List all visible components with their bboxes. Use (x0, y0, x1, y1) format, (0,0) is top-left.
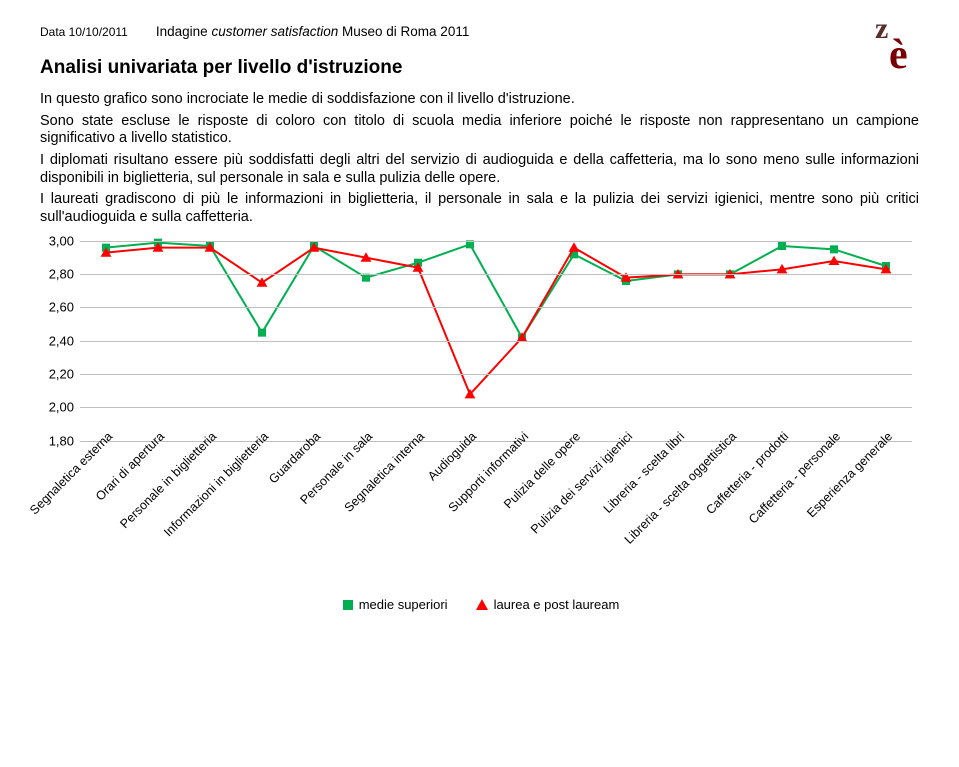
chart-ytick: 2,20 (36, 367, 74, 382)
ze-logo: z è (865, 12, 925, 76)
chart-ytick: 1,80 (36, 433, 74, 448)
chart-ytick: 2,80 (36, 267, 74, 282)
legend-label: laurea e post lauream (494, 597, 620, 612)
legend-item: medie superiori (343, 597, 448, 612)
date-label: Data 10/10/2011 (40, 25, 128, 39)
intro-paragraph-2: Sono state escluse le risposte di coloro… (40, 113, 919, 148)
chart-marker (257, 277, 268, 286)
chart-ytick: 2,00 (36, 400, 74, 415)
chart-xlabel: Pulizia dei servizi igienici (529, 430, 635, 536)
document-header: Data 10/10/2011 Indagine customer satisf… (40, 24, 919, 39)
chart-marker (829, 255, 840, 264)
chart-marker (830, 245, 838, 253)
chart-gridline (80, 241, 912, 242)
svg-text:z: z (875, 12, 888, 45)
square-marker-icon (343, 600, 353, 610)
intro-paragraph-4: I laureati gradiscono di più le informaz… (40, 191, 919, 226)
chart-gridline (80, 374, 912, 375)
chart-x-labels: Segnaletica esternaOrari di aperturaPers… (80, 441, 912, 591)
chart-series-line (106, 247, 886, 394)
triangle-marker-icon (476, 599, 488, 610)
chart-marker (258, 328, 266, 336)
chart-gridline (80, 307, 912, 308)
intro-paragraph-1: In questo grafico sono incrociate le med… (40, 91, 919, 109)
chart-ytick: 2,40 (36, 333, 74, 348)
chart-gridline (80, 407, 912, 408)
chart-marker (778, 242, 786, 250)
chart-gridline (80, 341, 912, 342)
legend-item: laurea e post lauream (476, 597, 620, 612)
chart-ytick: 2,60 (36, 300, 74, 315)
page-title: Analisi univariata per livello d'istruzi… (40, 57, 919, 79)
education-chart: 3,002,802,602,402,202,001,80 Segnaletica… (36, 241, 926, 613)
svg-text:è: è (889, 32, 908, 76)
intro-paragraph-3: I diplomati risultano essere più soddisf… (40, 152, 919, 187)
chart-gridline (80, 274, 912, 275)
chart-marker (569, 242, 580, 251)
chart-xlabel: Caffetteria - personale (747, 430, 843, 526)
legend-label: medie superiori (359, 597, 448, 612)
chart-xlabel: Informazioni in biglietteria (162, 430, 271, 539)
chart-plot-area: 3,002,802,602,402,202,001,80 (80, 241, 912, 441)
chart-xlabel: Personale in biglietteria (118, 430, 219, 531)
survey-title: Indagine customer satisfaction Museo di … (156, 24, 469, 39)
chart-legend: medie superiori laurea e post lauream (36, 597, 926, 613)
chart-ytick: 3,00 (36, 233, 74, 248)
